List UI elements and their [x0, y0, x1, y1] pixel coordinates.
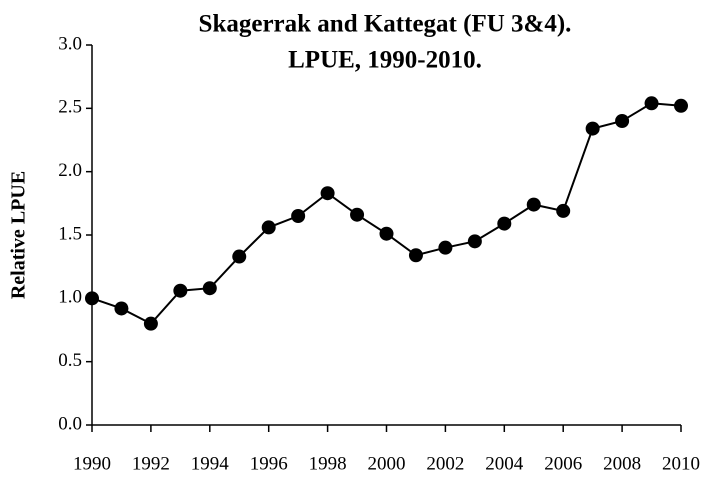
data-point — [173, 283, 188, 298]
y-tick-label: 0.0 — [58, 413, 82, 434]
data-point — [467, 234, 482, 249]
data-point — [320, 186, 335, 201]
data-point — [261, 220, 276, 235]
data-point — [556, 203, 571, 218]
x-tick-label: 1998 — [309, 453, 347, 474]
chart-title: Skagerrak and Kattegat (FU 3&4). — [199, 11, 572, 38]
x-tick-label: 2008 — [603, 453, 641, 474]
data-point — [85, 291, 99, 306]
data-point — [408, 248, 423, 263]
y-tick-label: 2.0 — [58, 160, 82, 181]
y-tick-label: 0.5 — [58, 350, 82, 371]
x-tick-label: 1992 — [132, 453, 170, 474]
x-tick-label: 2010 — [662, 453, 700, 474]
data-point — [114, 301, 129, 316]
data-point — [526, 197, 541, 212]
data-point — [438, 240, 453, 255]
y-tick-label: 3.0 — [58, 33, 82, 54]
x-tick-label: 1996 — [250, 453, 288, 474]
data-point — [379, 226, 394, 241]
data-point — [497, 216, 512, 231]
data-point — [644, 96, 659, 111]
x-tick-label: 2006 — [544, 453, 582, 474]
data-point — [202, 281, 217, 296]
data-point — [674, 98, 688, 113]
y-axis-label: Relative LPUE — [8, 171, 30, 299]
data-point — [615, 114, 630, 128]
data-point — [350, 207, 365, 222]
data-point — [232, 249, 247, 264]
data-point — [585, 121, 600, 136]
x-tick-label: 1994 — [191, 453, 230, 474]
x-tick-label: 1990 — [73, 453, 111, 474]
x-tick-label: 2000 — [368, 453, 406, 474]
y-tick-label: 1.5 — [58, 223, 82, 244]
y-tick-label: 2.5 — [58, 97, 82, 118]
chart-title: LPUE, 1990-2010. — [288, 47, 482, 74]
data-point — [143, 316, 158, 331]
x-tick-label: 2002 — [426, 453, 464, 474]
data-point — [291, 209, 306, 223]
x-tick-label: 2004 — [485, 453, 524, 474]
y-tick-label: 1.0 — [58, 287, 82, 308]
